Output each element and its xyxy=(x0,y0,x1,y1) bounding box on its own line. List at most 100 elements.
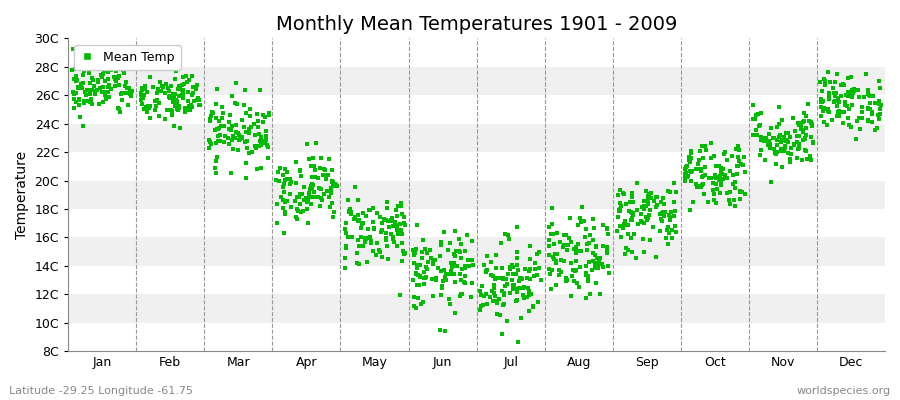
Point xyxy=(772,134,787,140)
Point xyxy=(562,235,577,242)
Point xyxy=(101,76,115,82)
Point xyxy=(352,217,366,223)
Point xyxy=(639,216,653,223)
Point xyxy=(667,213,681,219)
Point xyxy=(150,90,165,97)
Point xyxy=(753,137,768,143)
Point xyxy=(314,185,328,192)
Point xyxy=(796,127,810,134)
Point xyxy=(527,273,542,280)
Point xyxy=(592,290,607,297)
Point xyxy=(563,238,578,245)
Point xyxy=(714,180,728,186)
Point xyxy=(497,292,511,298)
Point xyxy=(453,292,467,299)
Point xyxy=(390,223,404,229)
Point xyxy=(322,156,337,162)
Point xyxy=(620,247,634,253)
Point xyxy=(780,137,795,144)
Point xyxy=(146,84,160,90)
Point xyxy=(860,90,875,97)
Point xyxy=(303,186,318,192)
Point xyxy=(577,218,591,224)
Point xyxy=(152,112,166,119)
Point xyxy=(454,240,468,247)
Point xyxy=(269,201,284,207)
Point xyxy=(229,121,243,128)
Point xyxy=(661,188,675,194)
Point xyxy=(325,214,339,220)
Point xyxy=(655,210,670,217)
Point xyxy=(182,107,196,113)
Point xyxy=(412,282,427,288)
Point xyxy=(143,115,157,121)
Point xyxy=(500,281,515,288)
Point xyxy=(84,96,98,102)
Point xyxy=(708,200,723,206)
Point xyxy=(761,138,776,144)
Point xyxy=(655,208,670,215)
Point xyxy=(581,273,596,280)
Point xyxy=(775,117,789,124)
Point xyxy=(627,231,642,237)
Point xyxy=(177,81,192,87)
Point xyxy=(704,140,718,146)
Point xyxy=(828,79,842,86)
Point xyxy=(223,111,238,118)
Point xyxy=(355,220,369,227)
Point xyxy=(868,100,882,107)
Point xyxy=(532,265,546,271)
Point xyxy=(517,295,531,301)
Point xyxy=(296,184,310,190)
Point xyxy=(695,143,709,149)
Point xyxy=(253,87,267,94)
Point xyxy=(69,90,84,96)
Point xyxy=(646,223,661,230)
Point xyxy=(138,91,152,98)
Point xyxy=(682,158,697,165)
Point xyxy=(845,86,859,93)
Point xyxy=(223,127,238,134)
Point xyxy=(842,92,856,99)
Point xyxy=(822,96,836,103)
Point xyxy=(69,73,84,79)
Point xyxy=(231,132,246,138)
Point xyxy=(149,103,164,109)
Point xyxy=(289,214,303,220)
Point xyxy=(112,72,126,79)
Point xyxy=(164,83,178,89)
Point xyxy=(772,132,787,138)
Point xyxy=(481,301,495,307)
Point xyxy=(698,143,712,149)
Point xyxy=(552,272,566,278)
Point xyxy=(733,189,747,195)
Point xyxy=(385,236,400,243)
Point xyxy=(420,266,435,272)
Point xyxy=(474,282,489,289)
Point xyxy=(167,91,182,97)
Point xyxy=(118,82,132,89)
Point xyxy=(134,94,148,100)
Point xyxy=(436,285,450,291)
Point xyxy=(506,270,520,277)
Point xyxy=(636,203,651,210)
Point xyxy=(345,234,359,240)
Point xyxy=(450,262,464,269)
Point xyxy=(625,214,639,221)
Point xyxy=(655,218,670,224)
Point xyxy=(473,288,488,295)
Point xyxy=(320,188,335,194)
Point xyxy=(115,67,130,73)
Point xyxy=(781,130,796,136)
Point xyxy=(709,174,724,180)
Point xyxy=(732,158,746,164)
Point xyxy=(637,220,652,227)
Point xyxy=(831,94,845,101)
Point xyxy=(554,257,568,264)
Point xyxy=(510,224,525,231)
Point xyxy=(720,175,734,181)
Point xyxy=(491,300,505,306)
Point xyxy=(783,156,797,162)
Point xyxy=(522,268,536,274)
Point xyxy=(416,299,430,305)
